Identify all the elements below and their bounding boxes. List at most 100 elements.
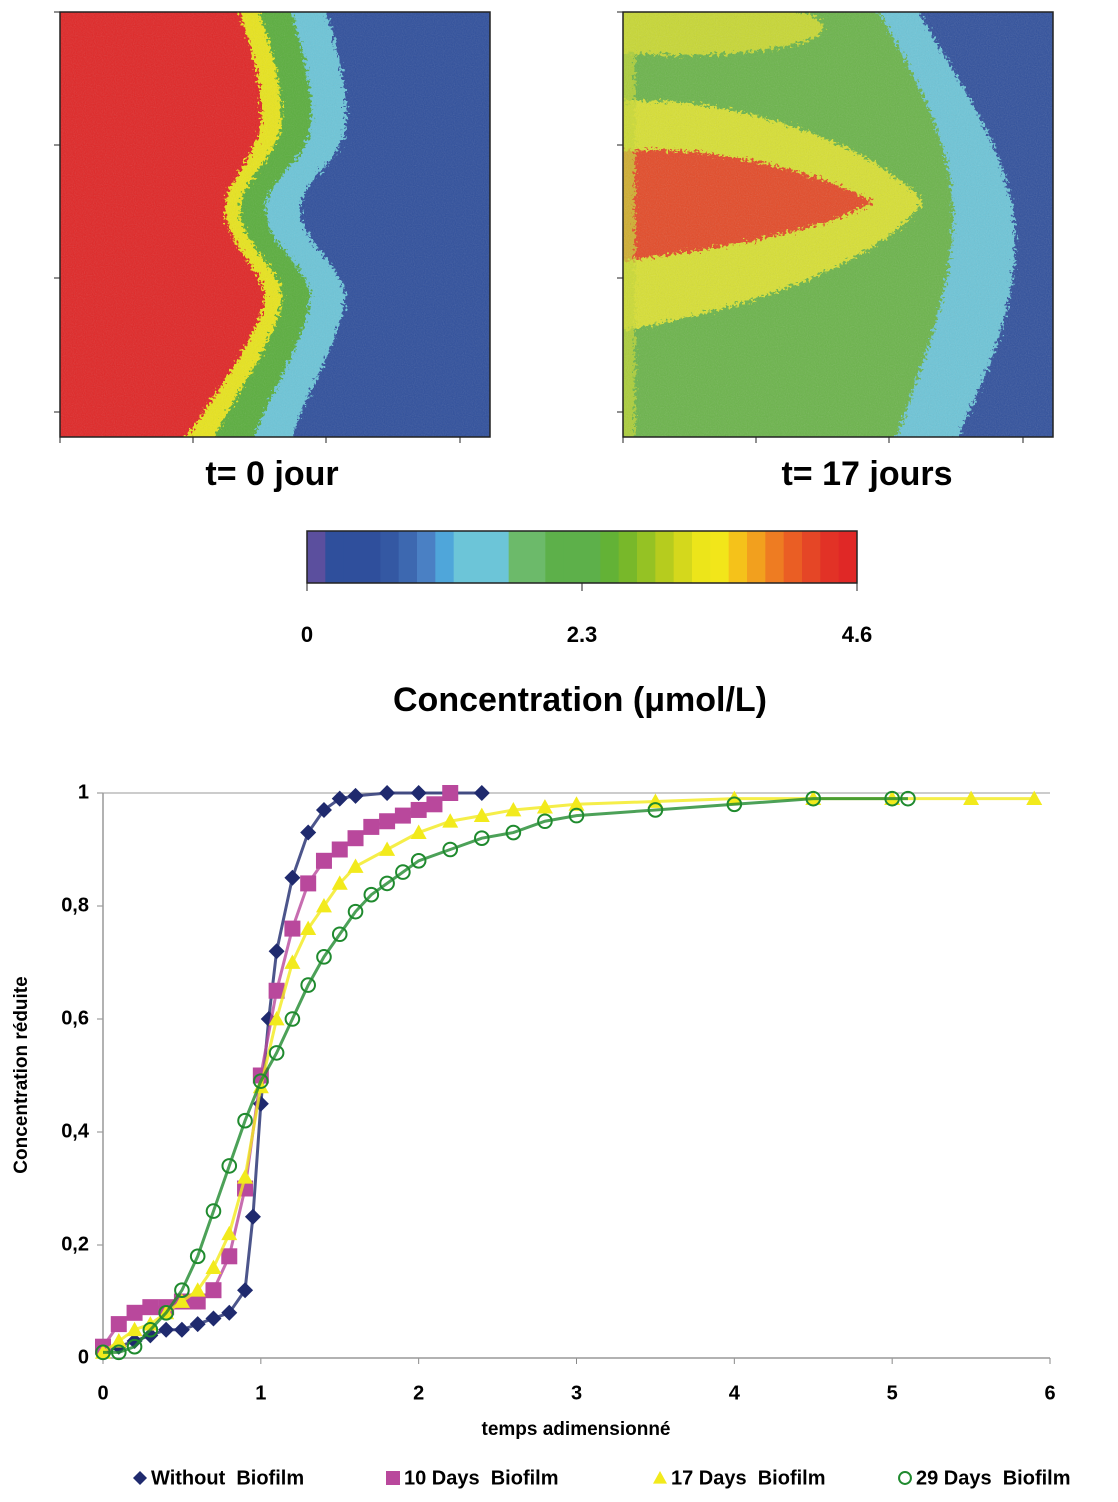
y-tick-label: 0,6	[61, 1007, 89, 1029]
marker	[237, 1169, 254, 1184]
marker	[379, 813, 396, 830]
marker	[394, 807, 411, 824]
y-tick-label: 0,2	[61, 1233, 89, 1255]
marker	[205, 1310, 222, 1327]
marker	[110, 1316, 127, 1333]
colorbar-swatch	[398, 531, 418, 583]
legend-label: 10 Days Biofilm	[404, 1467, 559, 1489]
marker	[315, 801, 332, 818]
marker	[426, 796, 443, 813]
marker	[158, 1321, 175, 1338]
y-tick-label: 0,8	[61, 894, 89, 916]
colorbar-swatch	[747, 531, 766, 583]
marker	[442, 785, 459, 801]
colorbar-swatch	[728, 531, 748, 583]
marker	[379, 875, 395, 892]
x-tick-label: 6	[1044, 1382, 1055, 1404]
marker	[316, 949, 332, 965]
colorbar-tick-label: 4.6	[842, 622, 873, 647]
marker	[205, 1282, 222, 1299]
marker	[110, 1333, 127, 1348]
colorbar-swatch	[362, 531, 381, 583]
marker	[142, 1299, 159, 1316]
marker	[331, 875, 348, 890]
marker	[253, 1073, 269, 1089]
marker	[158, 1305, 174, 1321]
colorbar-swatch	[838, 531, 858, 583]
marker	[805, 790, 822, 807]
marker	[473, 807, 490, 822]
legend-marker	[133, 1471, 147, 1485]
colorbar-swatch	[380, 531, 400, 583]
marker	[205, 1259, 222, 1274]
marker	[363, 886, 380, 903]
x-tick-label: 4	[729, 1382, 741, 1404]
marker	[221, 1304, 238, 1321]
marker	[221, 1225, 238, 1241]
marker	[410, 785, 427, 801]
marker	[221, 1158, 238, 1174]
marker	[268, 1045, 285, 1061]
marker	[173, 1293, 190, 1308]
x-tick-label: 0	[97, 1382, 108, 1404]
colorbar-tick-label: 0	[301, 622, 313, 647]
panel-title: t= 0 jour	[205, 455, 338, 493]
marker	[347, 903, 364, 920]
marker	[442, 813, 459, 828]
legend-marker	[653, 1471, 667, 1484]
marker	[189, 1282, 206, 1297]
marker	[347, 830, 364, 847]
colorbar-swatch	[527, 531, 546, 583]
colorbar-swatch	[490, 531, 510, 583]
colorbar-swatch	[435, 531, 455, 583]
marker	[331, 790, 348, 807]
marker	[300, 920, 317, 935]
x-axis-label: temps adimensionné	[482, 1419, 671, 1440]
colorbar-swatch	[508, 531, 528, 583]
colorbar-swatch	[673, 531, 693, 583]
legend-label: 17 Days Biofilm	[671, 1467, 826, 1489]
colorbar: 0 2.3 4.6	[301, 530, 873, 647]
plot: 0 0,2 0,4 0,6 0,8 1 0 1 2 3 4 5 6	[61, 781, 1055, 1404]
legend-marker	[898, 1471, 912, 1485]
marker	[726, 796, 743, 813]
marker	[884, 790, 900, 807]
series-line	[102, 797, 1035, 1354]
marker	[410, 801, 427, 818]
colorbar-swatch	[325, 531, 345, 583]
colorbar-swatch	[783, 531, 803, 583]
marker	[395, 864, 411, 880]
marker	[300, 824, 317, 841]
colorbar-swatch	[545, 531, 565, 583]
heatmap-panel	[617, 11, 1054, 443]
colorbar-swatch	[563, 531, 583, 583]
marker	[505, 801, 522, 817]
marker	[537, 813, 553, 830]
marker	[268, 943, 285, 960]
marker	[284, 1011, 301, 1027]
marker	[331, 926, 348, 943]
marker	[142, 1321, 159, 1338]
colorbar-swatch	[343, 531, 363, 583]
colorbar-label: Concentration (μmol/L)	[393, 681, 767, 719]
marker	[363, 818, 380, 835]
colorbar-swatch	[692, 531, 711, 583]
marker	[142, 1327, 159, 1344]
colorbar-swatch	[600, 531, 620, 583]
y-tick-label: 0,4	[61, 1120, 90, 1142]
marker	[244, 1208, 261, 1225]
marker	[315, 898, 332, 913]
legend: Without Biofilm 10 Days Biofilm 17 Days Bi…	[133, 1467, 1071, 1489]
marker	[237, 1112, 253, 1129]
marker	[189, 1316, 206, 1333]
marker	[284, 920, 301, 937]
marker	[505, 824, 522, 841]
y-tick-label: 1	[78, 781, 89, 803]
marker	[410, 824, 427, 839]
colorbar-swatch	[637, 531, 656, 583]
colorbar-swatch	[802, 531, 821, 583]
marker	[1026, 790, 1043, 806]
marker	[126, 1304, 143, 1321]
colorbar-swatch	[655, 531, 675, 583]
marker	[900, 790, 916, 807]
